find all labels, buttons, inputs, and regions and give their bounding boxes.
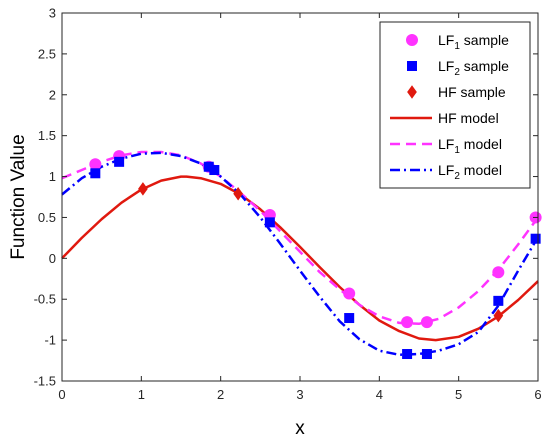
data-point-square [264,217,275,228]
x-tick-label: 1 [138,387,145,402]
x-axis-label: x [295,418,305,439]
x-tick-label: 2 [217,387,224,402]
x-tick-label: 4 [376,387,383,402]
y-tick-label: -1 [44,333,56,348]
legend-label: HF model [438,110,499,126]
data-point-diamond [233,186,243,201]
legend-label: LF1 model [438,136,502,156]
y-axis-label: Function Value [8,134,29,259]
y-tick-label: 1 [49,169,56,184]
x-tick-label: 3 [296,387,303,402]
y-tick-label: 2.5 [38,46,56,61]
y-tick-label: 3 [49,6,56,21]
data-point-square [402,349,413,360]
data-point-square [493,295,504,306]
data-point-diamond [493,308,504,323]
y-tick-label: -0.5 [34,292,56,307]
series-line-1 [61,150,540,326]
axes: 0 1 2 3 4 5 6 -1.5 -1 -0.5 0 0.5 1 1.5 2 2.5 3 [34,6,542,403]
data-point-square [114,156,125,167]
data-point-circle [492,266,505,279]
legend-marker [407,85,417,99]
legend-marker [407,61,417,71]
legend-label: LF2 model [438,162,502,182]
y-tick-label: 0 [49,251,56,266]
legend-label: LF1 sample [438,32,509,52]
data-point-circle [343,287,356,300]
y-tick-label: 1.5 [38,128,56,143]
x-tick-label: 5 [455,387,462,402]
data-point-square [209,165,220,176]
legend-label: HF sample [438,84,506,100]
data-point-square [90,168,101,179]
data-point-circle [89,158,102,171]
data-point-circle [401,316,414,329]
data-point-square [344,313,355,324]
data-point-circle [420,316,433,329]
legend: LF1 sample LF2 sample HF sample HF model LF1… [379,21,531,189]
x-tick-label: 0 [58,387,65,402]
data-point-square [530,233,541,244]
data-point-square [421,349,432,360]
legend-label: LF2 sample [438,58,509,78]
x-tick-label: 6 [534,387,541,402]
legend-box [379,21,531,189]
y-tick-label: 2 [49,87,56,102]
y-tick-label: -1.5 [34,374,56,389]
data-point-square [203,161,214,172]
data-point-diamond [138,182,148,196]
y-tick-label: 0.5 [38,210,56,225]
legend-marker [406,34,418,46]
series-layer [61,150,542,360]
